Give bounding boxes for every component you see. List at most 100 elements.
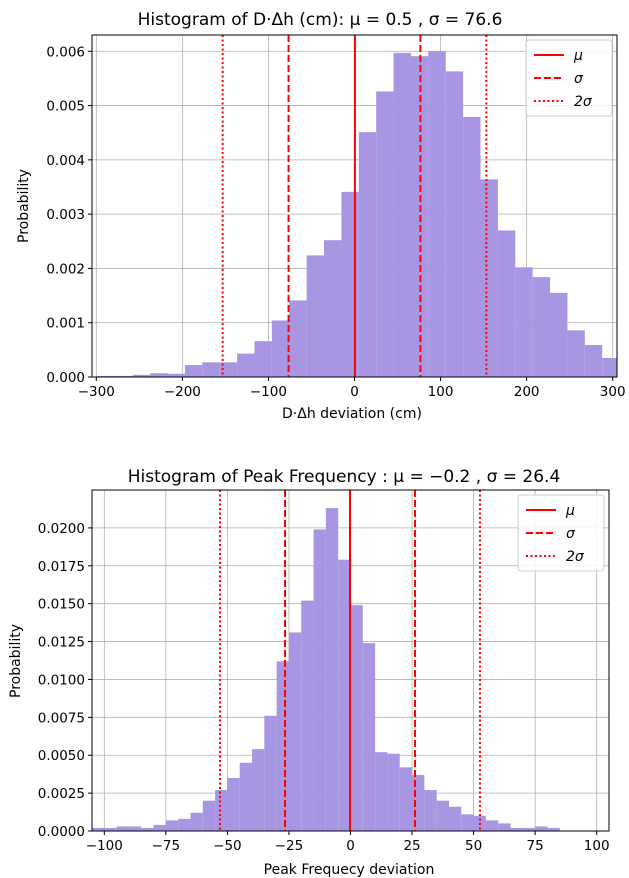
histogram-bar [115, 375, 133, 377]
y-tick-label: 0.003 [46, 207, 85, 223]
histogram-bar [362, 643, 376, 831]
histogram-bar [387, 753, 400, 831]
histogram-bar [358, 132, 377, 377]
legend-label: μ [573, 48, 583, 64]
histogram-bar [535, 826, 548, 831]
histogram-bar [150, 373, 168, 377]
histogram-bar [237, 353, 255, 377]
histogram-bar [92, 827, 105, 831]
histogram-bar [167, 373, 185, 377]
chart-bottom: Histogram of Peak Frequency : μ = −0.2 ,… [8, 467, 610, 878]
histogram-bar [288, 632, 302, 831]
histogram-bar [436, 800, 449, 831]
histogram-bar [375, 752, 388, 831]
y-tick-label: 0.002 [46, 261, 85, 277]
histogram-bar [128, 826, 142, 831]
y-tick-label: 0.0100 [38, 672, 85, 688]
x-tick-label: 0 [350, 384, 359, 400]
y-axis-label: Probability [8, 624, 24, 698]
histogram-bar [254, 341, 272, 377]
x-tick-label: −25 [275, 838, 304, 854]
histogram-bar [510, 827, 523, 831]
histogram-bar [104, 827, 117, 831]
histogram-bar [264, 715, 277, 831]
chart-top: Histogram of D·Δh (cm): μ = 0.5 , σ = 76… [16, 10, 626, 422]
histogram-bar [306, 255, 325, 377]
histogram-bar [141, 827, 154, 831]
legend-box [517, 494, 605, 572]
histogram-bar [393, 52, 411, 378]
histogram-bar [276, 661, 289, 831]
y-tick-label: 0.006 [46, 44, 85, 60]
histogram-bar [547, 827, 560, 831]
y-tick-label: 0.000 [46, 370, 85, 386]
histogram-bar [178, 818, 191, 831]
histogram-bar [202, 362, 220, 377]
histogram-bar [301, 600, 314, 831]
histogram-bar [338, 559, 351, 831]
y-tick-label: 0.001 [46, 316, 85, 332]
y-tick-label: 0.0150 [38, 597, 85, 613]
histogram-bar [98, 375, 116, 377]
histogram-bar [428, 51, 446, 378]
histogram-bar [289, 300, 307, 377]
histogram-bar [165, 820, 179, 831]
histogram-bar [480, 179, 498, 377]
histogram-bar [350, 605, 363, 831]
histogram-bar [341, 191, 359, 377]
y-tick-label: 0.005 [46, 99, 85, 115]
x-tick-label: 25 [403, 838, 420, 854]
histogram-bar [252, 749, 265, 831]
histogram-bar [584, 344, 603, 377]
legend: μσ 2σ [517, 494, 605, 572]
y-tick-label: 0.0050 [38, 748, 85, 764]
x-tick-label: 200 [514, 384, 540, 400]
histogram-bar [522, 827, 536, 831]
x-tick-label: 50 [465, 838, 482, 854]
histogram-bar [532, 277, 551, 377]
chart-title: Histogram of D·Δh (cm): μ = 0.5 , σ = 76… [138, 10, 503, 30]
histogram-bar [567, 330, 585, 377]
x-tick-label: 0 [346, 838, 355, 854]
histogram-bar [324, 240, 342, 377]
legend-label: σ [574, 71, 584, 87]
histogram-bar [376, 91, 394, 377]
y-tick-label: 0.0175 [38, 559, 85, 575]
histogram-bar [202, 800, 216, 831]
histogram-bar [190, 812, 203, 831]
histogram-bar [424, 790, 437, 831]
histogram-bar [184, 365, 203, 377]
x-axis-label: D·Δh deviation (cm) [282, 406, 422, 422]
y-tick-label: 0.0125 [38, 635, 85, 651]
legend-label: μ [565, 503, 575, 519]
histogram-bar [116, 826, 129, 831]
y-tick-label: 0.004 [46, 153, 85, 169]
histogram-bar [463, 116, 481, 377]
x-tick-label: 75 [527, 838, 544, 854]
histogram-bar [271, 320, 290, 377]
legend-label: σ [566, 526, 576, 542]
legend-label: 2σ [566, 549, 585, 565]
histogram-bar [445, 71, 464, 377]
x-tick-label: −100 [86, 838, 123, 854]
legend: μσ 2σ [525, 39, 613, 117]
histogram-bar [412, 774, 425, 831]
histogram-bar [153, 824, 166, 831]
histogram-bar [448, 806, 462, 831]
histogram-bar [132, 374, 151, 377]
x-tick-label: −100 [250, 384, 287, 400]
histogram-bar [515, 267, 533, 377]
x-tick-label: 300 [600, 384, 626, 400]
histogram-bar [485, 820, 499, 831]
histogram-bar [227, 777, 240, 831]
y-axis-label: Probability [16, 169, 32, 243]
y-tick-label: 0.0025 [38, 786, 85, 802]
histogram-bar [313, 529, 326, 831]
x-tick-label: 100 [428, 384, 454, 400]
y-tick-label: 0.0075 [38, 710, 85, 726]
histogram-bar [602, 358, 617, 377]
histogram-bar [399, 767, 413, 831]
histogram-bar [498, 823, 511, 831]
x-tick-label: −75 [152, 838, 181, 854]
x-tick-label: −300 [78, 384, 115, 400]
